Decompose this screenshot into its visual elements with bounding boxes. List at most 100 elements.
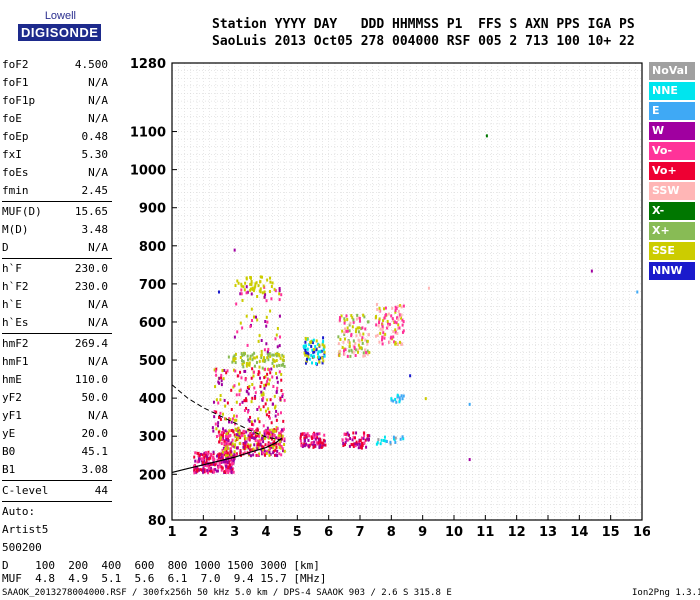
echo-point — [348, 444, 351, 448]
echo-point — [244, 378, 247, 382]
echo-point — [251, 396, 254, 400]
echo-point — [240, 431, 243, 435]
echo-point — [258, 289, 261, 293]
echo-point — [205, 458, 208, 462]
echo-point — [215, 469, 218, 473]
echo-point — [272, 430, 275, 434]
echo-point — [261, 451, 264, 455]
param-value: N/A — [88, 76, 108, 89]
echo-point — [239, 370, 242, 374]
echo-point — [262, 445, 265, 449]
echo-point — [219, 398, 222, 402]
ionogram-plot: 1 2 3 4 5 6 7 8 9 10 11 12 13 14 15 16 80 1280 200 300 400 50… — [120, 55, 651, 541]
echo-point — [338, 352, 341, 356]
echo-point — [232, 470, 235, 474]
echo-point — [275, 359, 278, 363]
echo-point — [357, 316, 360, 320]
echo-point — [343, 317, 346, 321]
echo-point — [279, 356, 282, 360]
param-value: N/A — [88, 298, 108, 311]
echo-point — [232, 461, 235, 465]
param-row: B0 45.1 — [2, 443, 112, 461]
x-tick-label: 11 — [476, 525, 494, 537]
x-tick-label: 8 — [387, 525, 396, 537]
echo-point — [306, 432, 309, 436]
echo-point — [248, 384, 251, 388]
param-name: foF2 — [2, 58, 29, 71]
echo-point — [243, 408, 246, 412]
echo-point — [250, 436, 253, 440]
echo-point — [401, 330, 404, 334]
param-value: 230.0 — [74, 262, 108, 275]
echo-point — [395, 306, 398, 310]
echo-point — [344, 437, 347, 441]
echo-point — [351, 316, 354, 320]
echo-point — [249, 357, 252, 361]
echo-point — [339, 349, 342, 353]
echo-point — [319, 356, 322, 360]
echo-point — [276, 449, 279, 453]
echo-point — [282, 427, 285, 431]
echo-point — [231, 468, 234, 472]
echo-point — [228, 429, 231, 433]
param-row: yE 20.0 — [2, 425, 112, 443]
echo-point — [299, 439, 302, 443]
echo-point — [232, 430, 235, 434]
echo-point — [260, 448, 263, 452]
echo-point — [360, 327, 363, 331]
echo-point — [243, 369, 246, 373]
echo-point — [238, 402, 241, 406]
echo-point — [350, 314, 353, 318]
echo-point — [249, 354, 252, 358]
echo-point — [394, 342, 397, 346]
echo-point — [265, 324, 268, 328]
echo-point — [274, 289, 277, 293]
echo-point — [308, 343, 311, 347]
param-row: foEs N/A — [2, 164, 112, 182]
echo-point — [390, 314, 393, 318]
echo-point — [220, 433, 223, 437]
echo-point — [387, 312, 390, 316]
param-value: 15.65 — [74, 205, 108, 218]
echo-point — [265, 432, 268, 436]
echo-point — [339, 337, 342, 341]
x-tick-label: 12 — [508, 525, 526, 537]
muf-row: MUF 4.8 4.9 5.1 5.6 6.1 7.0 9.4 15.7 [MH… — [2, 572, 327, 585]
echo-point — [321, 343, 324, 347]
echo-point — [358, 316, 361, 320]
echo-point — [251, 382, 254, 386]
echo-point — [248, 427, 251, 431]
echo-point — [265, 342, 268, 346]
echo-point — [394, 305, 397, 309]
echo-point — [366, 352, 369, 356]
echo-point — [213, 368, 216, 372]
echo-point — [302, 444, 305, 448]
echo-point — [381, 324, 384, 328]
echo-point — [269, 447, 272, 451]
echo-point — [216, 458, 219, 462]
legend-item: NoVal — [649, 62, 695, 80]
echo-point — [273, 453, 276, 457]
echo-point — [230, 388, 233, 392]
echo-point — [353, 345, 356, 349]
echo-point — [355, 431, 358, 435]
echo-point — [352, 350, 355, 354]
echo-point — [378, 321, 381, 325]
echo-point — [219, 394, 222, 398]
echo-point — [391, 337, 394, 341]
echo-point — [223, 429, 226, 433]
param-name: hmE — [2, 373, 22, 386]
echo-point — [240, 352, 243, 356]
echo-point — [389, 440, 392, 444]
param-row: h`Es N/A — [2, 314, 112, 332]
param-row: yF1 N/A — [2, 407, 112, 425]
echo-point — [356, 442, 359, 446]
param-row: D N/A — [2, 239, 112, 257]
echo-point — [235, 433, 238, 437]
echo-point — [343, 321, 346, 325]
echo-point — [352, 318, 355, 322]
echo-point — [343, 332, 346, 336]
echo-point — [227, 469, 230, 473]
echo-point — [351, 325, 354, 329]
echo-point — [316, 436, 319, 440]
